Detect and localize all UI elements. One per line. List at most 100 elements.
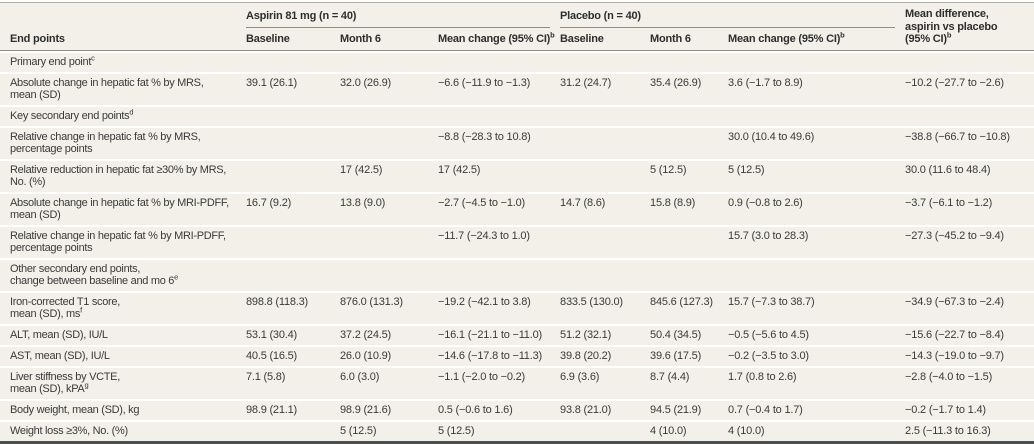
placebo-mean-change: −0.2 (−3.5 to 3.0)	[728, 345, 906, 366]
table-row: Relative reduction in hepatic fat ≥30% b…	[0, 159, 1034, 192]
endpoint-label: AST, mean (SD), IU/L	[0, 345, 246, 366]
placebo-mean-change: 3.6 (−1.7 to 8.9)	[728, 72, 906, 105]
footnote-marker-b: b	[946, 30, 952, 40]
aspirin-mean-change: −2.7 (−4.5 to −1.0)	[438, 192, 561, 225]
table-row: Iron-corrected T1 score, mean (SD), msf 89…	[0, 291, 1034, 324]
section-row: Other secondary end points, change betwee…	[0, 258, 1034, 291]
placebo-mean-change: 4 (10.0)	[728, 420, 906, 441]
placebo-mean-change: 0.9 (−0.8 to 2.6)	[728, 192, 906, 225]
endpoint-label-line: Absolute change in hepatic fat % by MRS,	[10, 77, 204, 89]
endpoint-label: ALT, mean (SD), IU/L	[0, 324, 246, 345]
placebo-month6	[650, 126, 729, 159]
placebo-baseline	[560, 159, 651, 192]
endpoint-label: Relative change in hepatic fat % by MRI-…	[0, 225, 246, 258]
col-group-aspirin-label: Aspirin 81 mg (n = 40)	[246, 10, 551, 28]
placebo-month6: 50.4 (34.5)	[650, 324, 729, 345]
endpoint-label-line: percentage points	[10, 242, 93, 254]
placebo-month6: 4 (10.0)	[650, 420, 729, 441]
table-row: Body weight, mean (SD), kg 98.9 (21.1) 98.…	[0, 399, 1034, 420]
table-row: Weight loss ≥3%, No. (%) 5 (12.5) 5 (12.5)…	[0, 420, 1034, 441]
aspirin-month6	[340, 126, 438, 159]
placebo-baseline	[560, 225, 651, 258]
endpoint-label-line: Other secondary end points,	[10, 263, 141, 275]
aspirin-month6: 26.0 (10.9)	[340, 345, 438, 366]
aspirin-mean-change: −8.8 (−28.3 to 10.8)	[438, 126, 561, 159]
endpoint-label-line: No. (%)	[10, 176, 46, 188]
table-row: AST, mean (SD), IU/L 40.5 (16.5) 26.0 (10.…	[0, 345, 1034, 366]
endpoint-label: Absolute change in hepatic fat % by MRI-…	[0, 192, 246, 225]
table-row: ALT, mean (SD), IU/L 53.1 (30.4) 37.2 (24.…	[0, 324, 1034, 345]
footnote-marker-g: g	[84, 380, 89, 390]
placebo-month6: 15.8 (8.9)	[650, 192, 729, 225]
aspirin-baseline: 16.7 (9.2)	[246, 192, 340, 225]
col-group-placebo: Placebo (n = 40)	[560, 3, 905, 28]
mean-difference: −10.2 (−27.7 to −2.6)	[905, 72, 1034, 105]
placebo-month6	[650, 225, 729, 258]
endpoint-label: Absolute change in hepatic fat % by MRS,…	[0, 72, 246, 105]
placebo-month6: 35.4 (26.9)	[650, 72, 729, 105]
col-group-aspirin: Aspirin 81 mg (n = 40)	[246, 3, 560, 28]
endpoint-label-line: Key secondary end points	[10, 110, 130, 122]
aspirin-baseline	[246, 420, 340, 441]
mean-difference: −2.8 (−4.0 to −1.5)	[905, 366, 1034, 399]
endpoint-label: Body weight, mean (SD), kg	[0, 399, 246, 420]
aspirin-baseline	[246, 159, 340, 192]
aspirin-mean-change: −6.6 (−11.9 to −1.3)	[438, 72, 561, 105]
placebo-mean-change: 5 (12.5)	[728, 159, 906, 192]
endpoint-label-line: Liver stiffness by VCTE,	[10, 371, 120, 383]
mean-difference: −38.8 (−66.7 to −10.8)	[905, 126, 1034, 159]
placebo-baseline: 31.2 (24.7)	[560, 72, 651, 105]
mean-difference-line-3: (95% CI)	[905, 33, 947, 45]
aspirin-mean-change: 17 (42.5)	[438, 159, 561, 192]
mean-difference: −3.7 (−6.1 to −1.2)	[905, 192, 1034, 225]
endpoint-label: Relative change in hepatic fat % by MRS,…	[0, 126, 246, 159]
placebo-baseline: 39.8 (20.2)	[560, 345, 651, 366]
col-header-mean-difference: Mean difference, aspirin vs placebo (95%…	[905, 3, 1034, 51]
aspirin-month6: 17 (42.5)	[340, 159, 438, 192]
placebo-baseline: 833.5 (130.0)	[560, 291, 651, 324]
endpoint-label-line: Primary end point	[10, 56, 92, 68]
aspirin-mean-change: 5 (12.5)	[438, 420, 561, 441]
aspirin-month6: 37.2 (24.5)	[340, 324, 438, 345]
aspirin-baseline	[246, 126, 340, 159]
table-row: Relative change in hepatic fat % by MRI-…	[0, 225, 1034, 258]
placebo-month6: 845.6 (127.3)	[650, 291, 729, 324]
mean-difference: −0.2 (−1.7 to 1.4)	[905, 399, 1034, 420]
mean-difference: −15.6 (−22.7 to −8.4)	[905, 324, 1034, 345]
aspirin-mean-change: 0.5 (−0.6 to 1.6)	[438, 399, 561, 420]
aspirin-baseline: 39.1 (26.1)	[246, 72, 340, 105]
endpoint-label: Iron-corrected T1 score, mean (SD), msf	[0, 291, 246, 324]
endpoint-label-line: mean (SD)	[10, 89, 61, 101]
table-header: End points Aspirin 81 mg (n = 40) Placeb…	[0, 3, 1034, 51]
table-row: Liver stiffness by VCTE, mean (SD), kPAg 7…	[0, 366, 1034, 399]
endpoint-label-line: mean (SD), kPA	[10, 383, 85, 395]
footnote-marker-c: c	[91, 53, 95, 63]
table-body: Primary end pointc Absolute change in hep…	[0, 51, 1034, 441]
aspirin-month6: 13.8 (9.0)	[340, 192, 438, 225]
col-header-placebo-month6: Month 6	[650, 28, 729, 51]
header-subcol-row: Baseline Month 6 Mean change (95% CI)b B…	[0, 28, 1034, 51]
footnote-marker-b: b	[550, 30, 555, 40]
endpoint-label-line: Relative change in hepatic fat % by MRS,	[10, 131, 201, 143]
endpoint-label-line: ALT, mean (SD), IU/L	[10, 329, 108, 341]
placebo-baseline	[560, 126, 651, 159]
endpoint-label-line: percentage points	[10, 143, 93, 155]
mean-change-label: Mean change (95% CI)	[438, 33, 551, 45]
endpoint-label-line: AST, mean (SD), IU/L	[10, 350, 110, 362]
aspirin-mean-change: −16.1 (−21.1 to −11.0)	[438, 324, 561, 345]
endpoint-label: Liver stiffness by VCTE, mean (SD), kPAg	[0, 366, 246, 399]
col-header-placebo-baseline: Baseline	[560, 28, 651, 51]
mean-difference: 30.0 (11.6 to 48.4)	[905, 159, 1034, 192]
endpoint-label: Relative reduction in hepatic fat ≥30% b…	[0, 159, 246, 192]
placebo-month6: 39.6 (17.5)	[650, 345, 729, 366]
aspirin-month6: 876.0 (131.3)	[340, 291, 438, 324]
footnote-marker-f: f	[80, 305, 83, 315]
aspirin-month6: 5 (12.5)	[340, 420, 438, 441]
mean-difference: −34.9 (−67.3 to −2.4)	[905, 291, 1034, 324]
aspirin-baseline: 7.1 (5.8)	[246, 366, 340, 399]
placebo-month6: 94.5 (21.9)	[650, 399, 729, 420]
endpoint-label-line: mean (SD), ms	[10, 308, 81, 320]
footnote-marker-d: d	[129, 107, 134, 117]
placebo-baseline: 93.8 (21.0)	[560, 399, 651, 420]
